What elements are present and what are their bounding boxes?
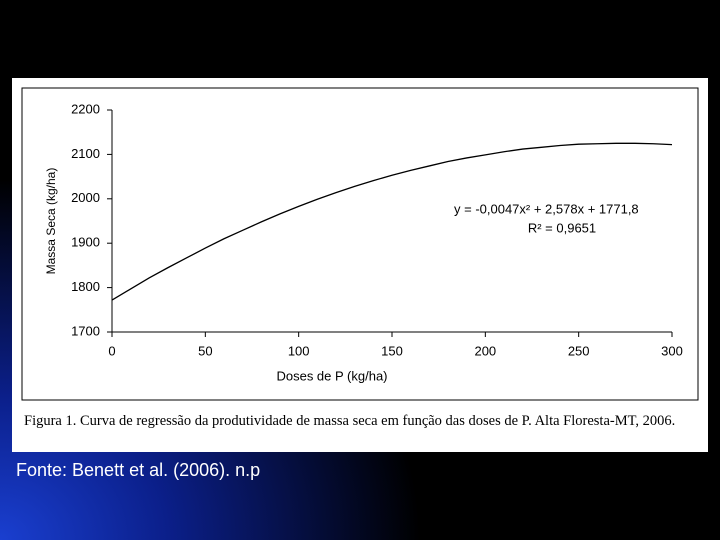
figure-caption: Figura 1. Curva de regressão da produtiv… <box>24 413 676 429</box>
x-tick-label: 300 <box>661 343 683 358</box>
y-tick-label: 1900 <box>71 235 100 250</box>
y-tick-label: 2100 <box>71 146 100 161</box>
y-tick-label: 2000 <box>71 190 100 205</box>
x-tick-label: 250 <box>568 343 590 358</box>
y-tick-label: 2200 <box>71 101 100 116</box>
equation-label: y = -0,0047x² + 2,578x + 1771,8 <box>454 201 639 216</box>
x-tick-label: 150 <box>381 343 403 358</box>
source-note: Fonte: Benett et al. (2006). n.p <box>16 460 261 480</box>
r-squared-label: R² = 0,9651 <box>528 220 596 235</box>
chart-frame <box>21 87 699 401</box>
data-line <box>111 142 673 301</box>
x-tick-label: 200 <box>474 343 496 358</box>
figure-panel: 1700 1800 1900 2000 2100 2200 0 50 100 150 200 250 3… <box>12 78 708 452</box>
x-tick-label: 0 <box>108 343 115 358</box>
chart: 1700 1800 1900 2000 2100 2200 0 50 100 150 200 250 3… <box>21 87 699 401</box>
x-tick-label: 50 <box>198 343 212 358</box>
x-axis-title: Doses de P (kg/ha) <box>276 368 387 383</box>
y-axis-title: Massa Seca (kg/ha) <box>44 168 58 275</box>
x-tick-label: 100 <box>288 343 310 358</box>
y-tick-label: 1700 <box>71 323 100 338</box>
y-tick-label: 1800 <box>71 279 100 294</box>
